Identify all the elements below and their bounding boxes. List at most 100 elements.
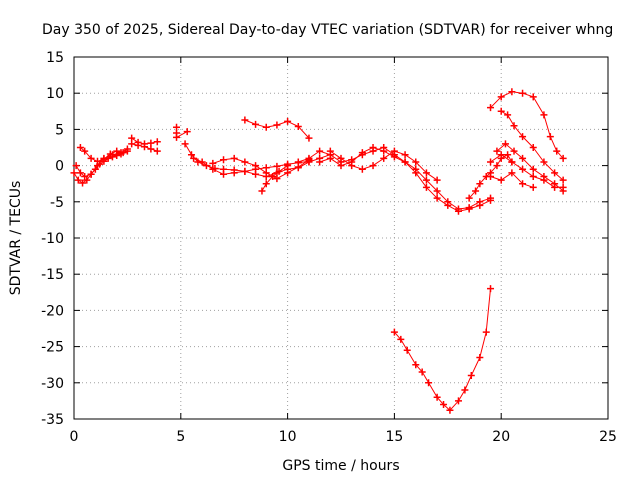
data-point bbox=[100, 155, 108, 163]
y-tick-label: 10 bbox=[46, 86, 64, 102]
data-point bbox=[540, 176, 548, 184]
data-point bbox=[79, 179, 87, 187]
data-point bbox=[508, 88, 516, 96]
data-point bbox=[401, 158, 409, 166]
data-point bbox=[553, 147, 561, 155]
data-point bbox=[529, 172, 537, 180]
data-point bbox=[504, 111, 512, 119]
data-point bbox=[472, 187, 480, 195]
data-point bbox=[252, 170, 260, 178]
data-point bbox=[559, 183, 567, 191]
data-point bbox=[461, 386, 469, 394]
data-point bbox=[519, 133, 527, 141]
series-trace-t bbox=[487, 151, 567, 191]
data-point bbox=[87, 170, 95, 178]
data-point bbox=[497, 93, 505, 101]
series-line bbox=[490, 154, 564, 188]
data-point bbox=[508, 158, 516, 166]
data-point bbox=[316, 158, 324, 166]
data-point bbox=[444, 201, 452, 209]
data-point bbox=[181, 140, 189, 148]
data-point bbox=[81, 172, 89, 180]
data-point bbox=[284, 162, 292, 170]
data-point bbox=[262, 123, 270, 131]
data-point bbox=[70, 169, 78, 177]
series-line bbox=[496, 143, 564, 192]
data-point bbox=[147, 145, 155, 153]
data-point bbox=[220, 170, 228, 178]
data-point bbox=[454, 397, 462, 405]
data-point bbox=[305, 154, 313, 162]
data-point bbox=[559, 154, 567, 162]
data-point bbox=[202, 162, 210, 170]
data-point bbox=[476, 201, 484, 209]
data-point bbox=[529, 183, 537, 191]
data-point bbox=[501, 140, 509, 148]
data-point bbox=[258, 187, 266, 195]
data-point bbox=[476, 353, 484, 361]
data-point bbox=[476, 180, 484, 188]
data-point bbox=[487, 172, 495, 180]
data-point bbox=[252, 162, 260, 170]
y-tick-label: 15 bbox=[46, 50, 64, 66]
data-point bbox=[440, 401, 448, 409]
data-point bbox=[262, 169, 270, 177]
data-point bbox=[187, 151, 195, 159]
data-point bbox=[183, 128, 191, 136]
y-tick-label: -5 bbox=[50, 195, 64, 211]
data-point bbox=[403, 346, 411, 354]
y-axis-label: SDTVAR / TECUs bbox=[8, 181, 24, 296]
data-point bbox=[275, 167, 283, 175]
data-point bbox=[358, 149, 366, 157]
data-point bbox=[508, 169, 516, 177]
data-point bbox=[358, 165, 366, 173]
x-tick-label: 0 bbox=[70, 429, 79, 445]
data-point bbox=[241, 116, 249, 124]
data-point bbox=[190, 154, 198, 162]
data-point bbox=[93, 157, 101, 165]
data-point bbox=[273, 121, 281, 129]
data-point bbox=[262, 180, 270, 188]
data-point bbox=[284, 117, 292, 125]
data-point bbox=[305, 134, 313, 142]
data-point bbox=[326, 154, 334, 162]
data-point bbox=[294, 158, 302, 166]
data-point bbox=[504, 151, 512, 159]
data-point bbox=[465, 194, 473, 202]
data-point bbox=[519, 89, 527, 97]
data-point bbox=[380, 154, 388, 162]
x-tick-label: 5 bbox=[176, 429, 185, 445]
data-point bbox=[559, 176, 567, 184]
data-point bbox=[493, 162, 501, 170]
data-point bbox=[433, 176, 441, 184]
data-point bbox=[487, 196, 495, 204]
series-trace-n bbox=[326, 147, 441, 184]
data-point bbox=[487, 285, 495, 293]
data-point bbox=[326, 147, 334, 155]
data-point bbox=[241, 158, 249, 166]
series-trace-o bbox=[390, 285, 495, 414]
series-trace-s bbox=[493, 140, 567, 195]
data-point bbox=[551, 183, 559, 191]
y-tick-label: -15 bbox=[41, 267, 64, 283]
data-point bbox=[81, 147, 89, 155]
data-point bbox=[465, 205, 473, 213]
data-point bbox=[422, 183, 430, 191]
data-point bbox=[497, 176, 505, 184]
data-point bbox=[72, 162, 80, 170]
data-point bbox=[369, 162, 377, 170]
y-tick-label: -20 bbox=[41, 303, 64, 319]
series-trace-i bbox=[209, 154, 313, 183]
data-point bbox=[337, 154, 345, 162]
y-tick-label: -35 bbox=[41, 412, 64, 428]
y-tick-label: -25 bbox=[41, 340, 64, 356]
data-point bbox=[487, 158, 495, 166]
data-point bbox=[482, 328, 490, 336]
data-point bbox=[422, 176, 430, 184]
series-trace-m bbox=[316, 144, 495, 215]
y-tick-label: 5 bbox=[55, 122, 64, 138]
data-point bbox=[497, 107, 505, 115]
data-point bbox=[153, 147, 161, 155]
series-trace-f bbox=[173, 123, 191, 141]
